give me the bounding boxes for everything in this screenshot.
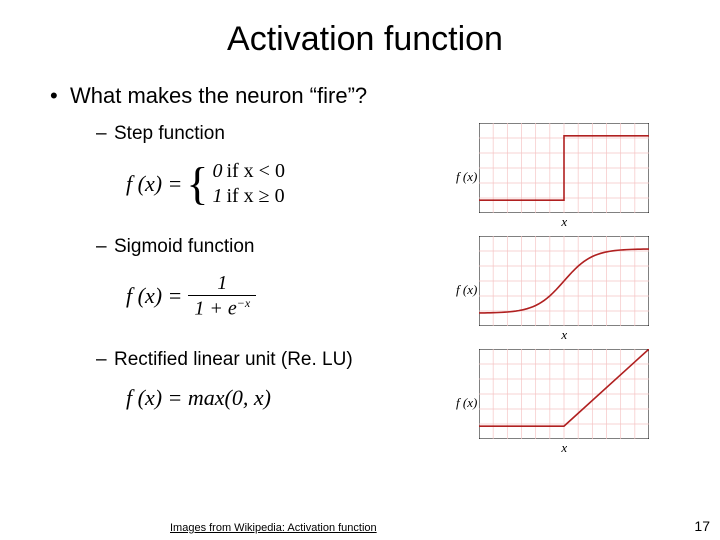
step-formula: f (x) = { 0if x < 0 1if x ≥ 0 xyxy=(96,153,456,215)
chart-xlabel: x xyxy=(479,327,649,343)
step-case0-cond: if x < 0 xyxy=(226,160,285,182)
step-chart-wrap: f (x) x xyxy=(456,123,666,230)
chart-xlabel: x xyxy=(479,440,649,456)
step-case1-cond: if x ≥ 0 xyxy=(226,185,284,207)
sigmoid-chart xyxy=(479,236,649,326)
step-label: Step function xyxy=(96,123,456,145)
sigmoid-den-exp: −x xyxy=(237,296,250,310)
relu-formula-text: f (x) = max(0, x) xyxy=(126,385,271,411)
step-chart xyxy=(479,123,649,213)
step-left: Step function f (x) = { 0if x < 0 1if x … xyxy=(96,123,456,215)
relu-formula: f (x) = max(0, x) xyxy=(96,379,456,417)
sigmoid-num: 1 xyxy=(211,272,233,295)
slide-title: Activation function xyxy=(50,20,680,59)
section-relu: Rectified linear unit (Re. LU) f (x) = m… xyxy=(50,349,680,456)
chart-ylabel: f (x) xyxy=(456,395,477,411)
relu-left: Rectified linear unit (Re. LU) f (x) = m… xyxy=(96,349,456,417)
brace-icon: { xyxy=(186,163,208,204)
sigmoid-formula: f (x) = 1 1 + e−x xyxy=(96,266,456,327)
sigmoid-label: Sigmoid function xyxy=(96,236,456,258)
attribution-text: Images from Wikipedia: Activation functi… xyxy=(170,522,377,534)
step-case0-val: 0 xyxy=(212,160,222,182)
slide: Activation function What makes the neuro… xyxy=(0,0,720,540)
section-step: Step function f (x) = { 0if x < 0 1if x … xyxy=(50,123,680,230)
section-sigmoid: Sigmoid function f (x) = 1 1 + e−x f (x)… xyxy=(50,236,680,343)
page-number: 17 xyxy=(694,518,710,534)
main-bullet: What makes the neuron “fire”? xyxy=(50,83,680,109)
chart-ylabel: f (x) xyxy=(456,169,477,185)
chart-xlabel: x xyxy=(479,214,649,230)
relu-chart-wrap: f (x) x xyxy=(456,349,666,456)
sigmoid-den-prefix: 1 + e xyxy=(194,298,236,320)
relu-chart xyxy=(479,349,649,439)
sigmoid-chart-wrap: f (x) x xyxy=(456,236,666,343)
sigmoid-left: Sigmoid function f (x) = 1 1 + e−x xyxy=(96,236,456,327)
step-case1-val: 1 xyxy=(212,185,222,207)
relu-label: Rectified linear unit (Re. LU) xyxy=(96,349,456,371)
step-formula-lhs: f (x) = xyxy=(126,171,182,197)
chart-ylabel: f (x) xyxy=(456,282,477,298)
sigmoid-formula-lhs: f (x) = xyxy=(126,283,182,309)
